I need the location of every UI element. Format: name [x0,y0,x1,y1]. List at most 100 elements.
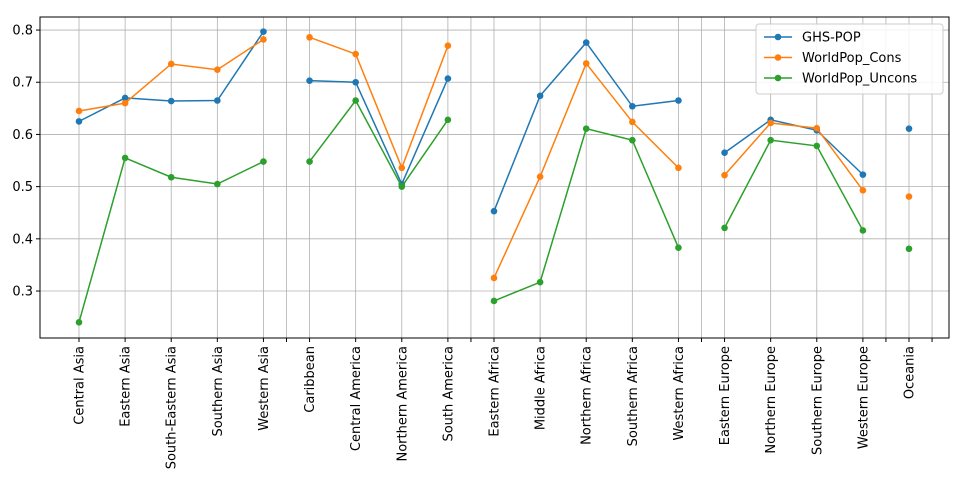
data-point [490,207,498,215]
series-line [723,122,864,191]
data-point [121,99,129,107]
y-tick-label: 0.4 [12,232,33,247]
data-point [306,34,313,41]
data-point [582,125,590,132]
x-tick-label: Oceania [903,346,918,399]
x-tick-label: Eastern Europe [718,346,733,445]
data-point [767,119,774,127]
x-tick-label: Eastern Africa [488,346,503,437]
data-point [398,183,406,190]
data-point [813,124,821,132]
series-worldpop-uncons [75,97,913,326]
data-point [905,125,913,132]
y-tick-label: 0.5 [12,180,33,195]
data-point [490,274,498,282]
data-point [767,136,774,144]
legend-box [755,23,944,95]
data-point [444,116,452,124]
data-point [536,173,544,181]
x-tick-label: South-Eastern Asia [165,346,180,469]
data-point [260,36,267,43]
data-point [490,297,498,305]
x-tick-label: Central America [349,346,364,451]
data-point [629,136,636,144]
data-point [352,97,359,104]
data-point [444,75,452,82]
data-point [121,94,129,102]
data-point [444,42,452,50]
grid [40,17,949,338]
series-line [723,139,864,231]
x-tick-label: Western Africa [672,346,687,441]
legend: GHS-POP WorldPop_Cons WorldPop_Uncons [755,23,944,95]
x-tick-label: Eastern Asia [119,346,134,427]
group-separators [286,17,933,338]
x-tick-label: Northern America [395,346,410,461]
legend-marker [774,54,782,61]
data-point [675,97,682,104]
data-point [859,186,867,194]
axes: 0.3 0.4 0.5 0.6 0.7 0.8 Central Asia Eastern As… [12,24,933,469]
x-tick-label: Southern Europe [810,346,825,455]
data-point [214,97,221,104]
data-point [675,244,682,252]
data-point [859,171,867,178]
data-point [905,193,913,200]
x-tick-label: Central Asia [73,346,88,425]
data-point [167,173,175,181]
data-point [721,171,728,179]
data-point [214,66,221,74]
x-tick-label: Western Europe [856,346,871,449]
x-tick-label: Middle Africa [534,346,549,430]
data-point [721,149,728,157]
data-point [260,28,267,35]
legend-label: WorldPop_Uncons [802,72,917,87]
x-tick-label: Western Asia [257,346,272,431]
data-point [905,245,913,253]
data-point [75,319,83,326]
legend-label: WorldPop_Cons [802,51,902,66]
data-point [675,164,682,172]
data-point [306,77,313,84]
series-worldpop-cons [75,34,913,282]
series-layer [75,28,913,326]
data-point [167,97,175,105]
data-point [214,180,221,188]
data-point [75,118,83,125]
data-point [721,224,728,232]
data-point [121,154,129,162]
data-point [813,142,821,150]
data-point [352,78,359,86]
legend-label: GHS-POP [802,31,861,46]
data-point [260,158,267,165]
y-tick-label: 0.8 [12,24,33,39]
series-line [724,119,864,176]
data-point [167,60,175,68]
data-point [859,227,867,234]
data-point [582,39,590,46]
legend-marker [774,74,782,82]
data-point [306,158,313,165]
y-tick-label: 0.3 [12,285,33,300]
data-point [75,107,83,115]
data-point [536,92,544,100]
legend-marker [774,33,782,41]
data-point [536,278,544,286]
x-tick-label: Northern Europe [764,346,779,454]
data-point [582,60,590,67]
data-point [398,164,406,172]
series-line [309,78,449,186]
data-point [629,118,636,126]
x-tick-label: Southern Asia [211,346,226,437]
y-tick-label: 0.6 [12,128,33,143]
series-line [309,36,449,170]
x-tick-label: South America [441,346,456,442]
x-tick-label: Northern Africa [580,346,595,445]
y-tick-label: 0.7 [12,76,33,91]
data-point [352,50,359,58]
series-line [308,99,449,189]
data-point [629,102,636,110]
x-tick-label: Southern Africa [626,346,641,446]
x-tick-label: Caribbean [303,346,318,413]
